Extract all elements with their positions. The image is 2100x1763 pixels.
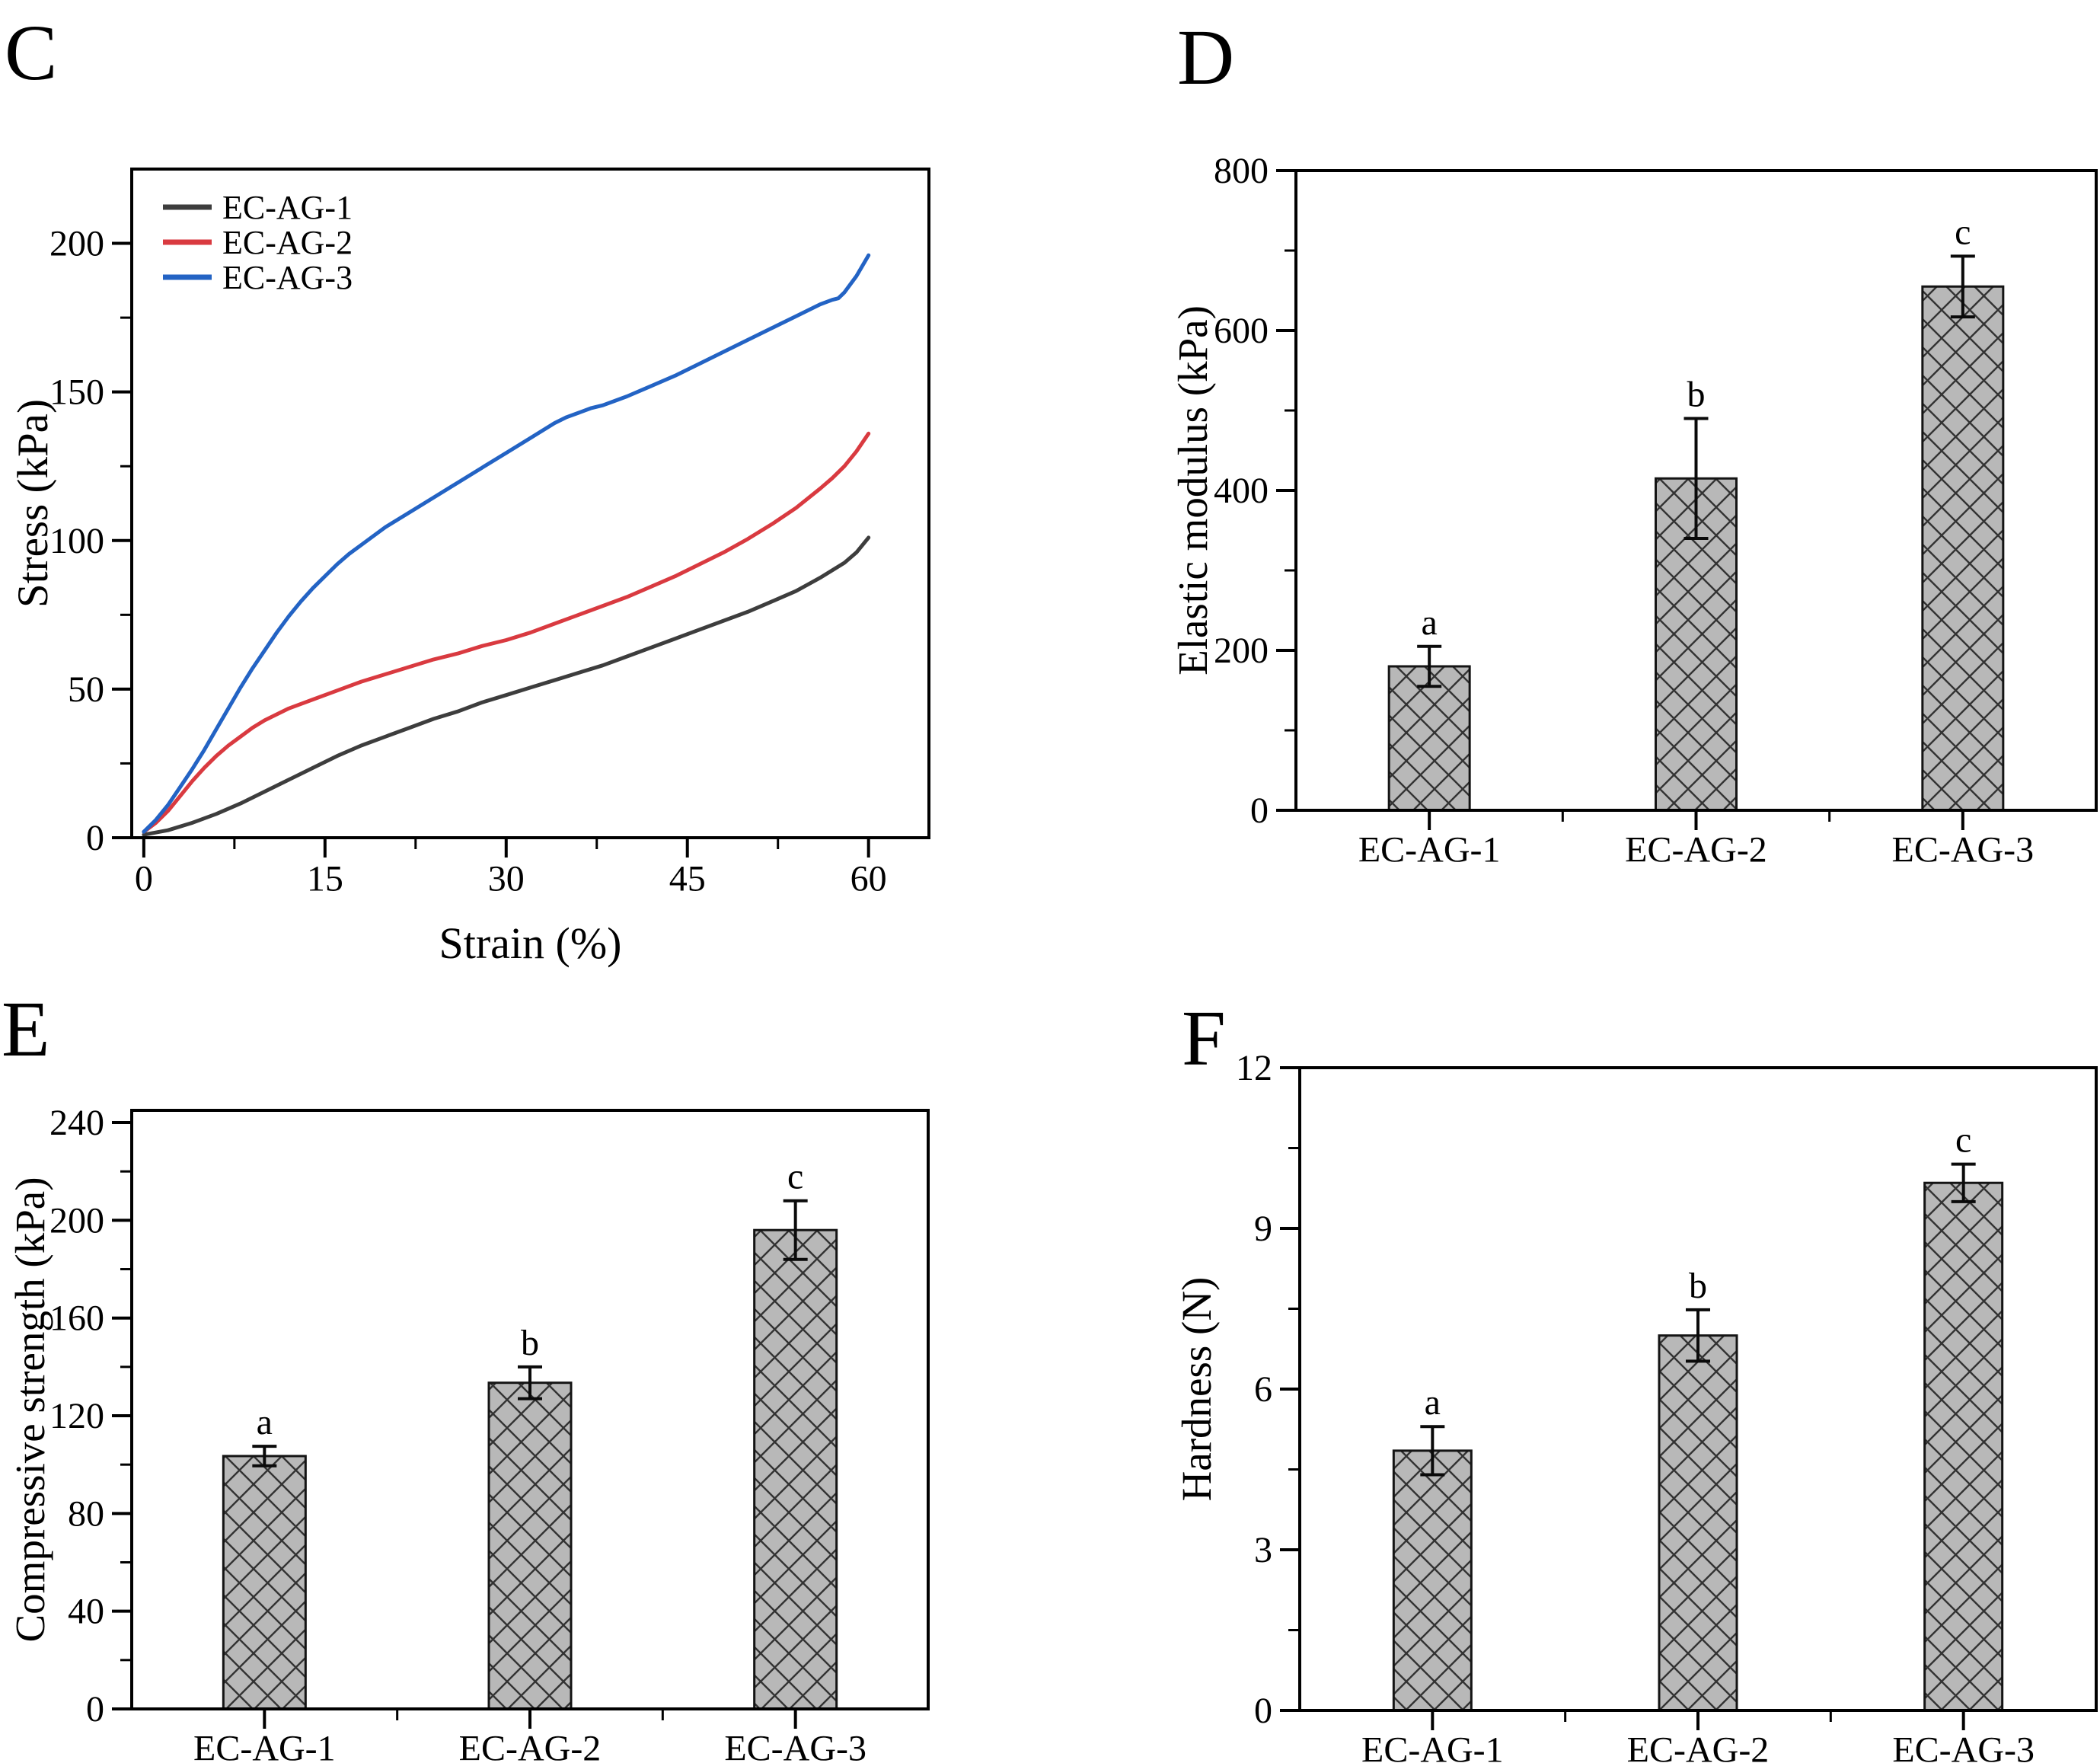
y-tick-label: 0	[1250, 790, 1269, 831]
category-label: EC-AG-1	[1361, 1730, 1504, 1763]
y-tick-label: 0	[1254, 1691, 1272, 1731]
y-tick-label: 12	[1236, 1048, 1272, 1088]
y-tick-label: 150	[49, 372, 104, 413]
significance-letter-a: a	[1422, 602, 1438, 643]
x-tick-label: 15	[307, 859, 343, 899]
series-EC-AG-2	[142, 431, 871, 834]
category-label: EC-AG-3	[1892, 1730, 2035, 1763]
y-axis-title: Stress (kPa)	[9, 399, 57, 608]
legend-label-EC-AG-2: EC-AG-2	[222, 224, 353, 261]
series-EC-AG-1	[142, 535, 871, 837]
error-bar-EC-AG-3	[1950, 254, 1975, 319]
significance-letter-a: a	[257, 1402, 273, 1442]
panel-e-letter: E	[2, 985, 50, 1073]
category-label: EC-AG-2	[459, 1729, 602, 1763]
plot-frame	[130, 168, 930, 839]
bar-EC-AG-1	[1392, 1449, 1473, 1712]
error-bar-EC-AG-2	[1686, 1308, 1710, 1363]
error-bar-EC-AG-1	[1417, 644, 1442, 688]
significance-letter-c: c	[1955, 212, 1971, 252]
y-tick-label: 3	[1254, 1530, 1272, 1570]
plot-area: 0 50 100 150 200 Stress (kPa) 0 15 30 45 60 Strain …	[9, 168, 930, 968]
bar-EC-AG-3	[1921, 285, 2005, 812]
y-tick-label: 600	[1214, 311, 1269, 351]
compressive-strength-bar-chart: 0 40 80 120 160 200 240 Compressive strength (k…	[7, 1103, 930, 1763]
y-tick-label: 50	[68, 669, 104, 710]
y-tick-label: 40	[68, 1592, 104, 1632]
y-tick-label: 200	[49, 1200, 104, 1241]
y-tick-label: 0	[86, 1689, 104, 1729]
plot-area: 0 200 400 600 800 Elastic modulus (kPa) EC-AG-…	[1170, 151, 2098, 870]
y-tick-label: 6	[1254, 1369, 1272, 1410]
legend-label-EC-AG-1: EC-AG-1	[222, 189, 353, 226]
category-label: EC-AG-3	[1892, 830, 2035, 870]
significance-letter-c: c	[1955, 1120, 1971, 1161]
x-tick-label: 0	[135, 859, 153, 899]
y-tick-label: 100	[49, 521, 104, 561]
plot-area: 0 3 6 9 12 Hardness (N) EC-AG-1 EC-AG-2 EC-AG-3 a…	[1173, 1048, 2098, 1763]
significance-letter-b: b	[521, 1323, 539, 1363]
y-axis-title: Hardness (N)	[1173, 1277, 1220, 1502]
plot-frame	[130, 1109, 930, 1710]
significance-letter-c: c	[787, 1157, 803, 1197]
error-bar-EC-AG-1	[1420, 1425, 1445, 1477]
bar-EC-AG-3	[753, 1228, 838, 1710]
y-tick-label: 120	[49, 1396, 104, 1436]
panel-c-letter: C	[5, 9, 58, 97]
bar-EC-AG-2	[487, 1381, 573, 1710]
error-bar-EC-AG-3	[783, 1199, 808, 1261]
plot-frame	[1298, 1066, 2098, 1712]
legend-label-EC-AG-3: EC-AG-3	[222, 259, 353, 296]
y-tick-label: 240	[49, 1103, 104, 1143]
y-tick-label: 400	[1214, 471, 1269, 511]
plot-frame	[1294, 169, 2098, 812]
bar-EC-AG-3	[1923, 1181, 2004, 1712]
y-tick-label: 800	[1214, 151, 1269, 191]
y-tick-label: 0	[86, 818, 104, 858]
x-tick-label: 30	[488, 859, 525, 899]
category-label: EC-AG-2	[1627, 1730, 1770, 1763]
stress-strain-line-chart: 0 50 100 150 200 Stress (kPa) 0 15 30 45 60 Strain …	[9, 168, 930, 968]
significance-letter-b: b	[1689, 1266, 1707, 1306]
y-tick-label: 9	[1254, 1209, 1272, 1249]
y-tick-label: 200	[1214, 631, 1269, 671]
hardness-bar-chart: 0 3 6 9 12 Hardness (N) EC-AG-1 EC-AG-2 EC-AG-3 a…	[1173, 1048, 2098, 1763]
category-label: EC-AG-1	[1358, 830, 1501, 870]
panel-f-letter: F	[1182, 995, 1226, 1082]
y-tick-label: 200	[49, 224, 104, 264]
y-axis-title: Elastic modulus (kPa)	[1170, 305, 1216, 675]
x-tick-label: 45	[669, 859, 706, 899]
bar-EC-AG-1	[1387, 665, 1471, 812]
panel-d-letter: D	[1177, 14, 1235, 101]
y-tick-label: 80	[68, 1493, 104, 1534]
x-tick-label: 60	[851, 859, 887, 899]
bar-EC-AG-2	[1658, 1334, 1738, 1712]
significance-letter-b: b	[1687, 375, 1706, 415]
plot-area: 0 40 80 120 160 200 240 Compressive strength (k…	[7, 1103, 930, 1763]
elastic-modulus-bar-chart: 0 200 400 600 800 Elastic modulus (kPa) EC-AG-…	[1170, 151, 2098, 870]
error-bar-EC-AG-2	[518, 1365, 542, 1400]
error-bar-EC-AG-1	[252, 1445, 277, 1468]
error-bar-EC-AG-2	[1684, 417, 1709, 540]
significance-letter-a: a	[1425, 1382, 1441, 1423]
category-label: EC-AG-2	[1625, 830, 1767, 870]
error-bar-EC-AG-3	[1951, 1162, 1976, 1203]
bar-EC-AG-1	[222, 1455, 307, 1710]
y-tick-label: 160	[49, 1298, 104, 1339]
x-axis-title: Strain (%)	[439, 918, 622, 968]
category-label: EC-AG-1	[193, 1729, 336, 1763]
category-label: EC-AG-3	[724, 1729, 866, 1763]
y-axis-title: Compressive strength (kPa)	[7, 1177, 53, 1642]
series-EC-AG-3	[142, 253, 871, 834]
